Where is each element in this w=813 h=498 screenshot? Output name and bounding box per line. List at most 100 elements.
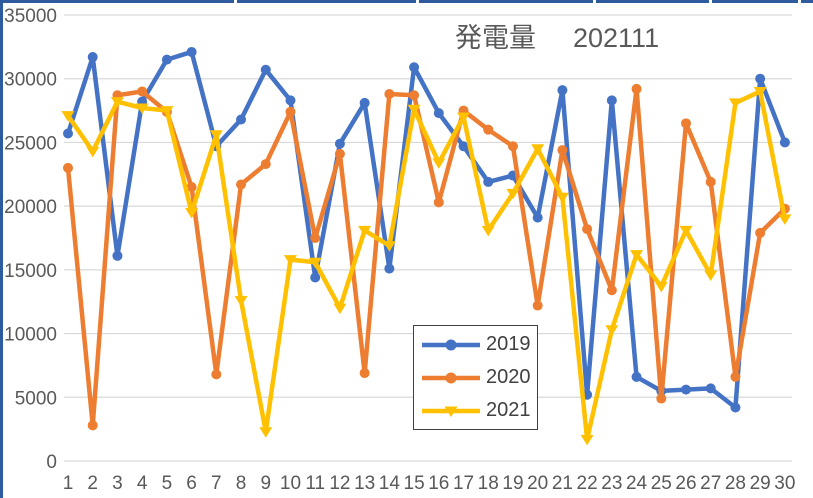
data-point-2021[interactable] xyxy=(259,427,273,438)
data-point-2021[interactable] xyxy=(61,111,75,122)
data-point-2020[interactable] xyxy=(260,159,271,170)
data-point-2020[interactable] xyxy=(186,182,197,193)
data-point-2020[interactable] xyxy=(755,227,766,238)
data-point-2019[interactable] xyxy=(755,73,766,84)
data-point-2020[interactable] xyxy=(631,83,642,94)
data-point-2019[interactable] xyxy=(285,95,296,106)
data-point-2019[interactable] xyxy=(186,46,197,57)
data-point-2021[interactable] xyxy=(630,250,644,261)
data-point-2019[interactable] xyxy=(532,212,543,223)
x-axis-label: 14 xyxy=(379,473,401,494)
data-point-2019[interactable] xyxy=(359,97,370,108)
data-point-2020[interactable] xyxy=(730,371,741,382)
legend-item-2020[interactable]: 2020 xyxy=(420,365,537,391)
x-axis-label: 13 xyxy=(354,473,375,494)
data-point-2020[interactable] xyxy=(236,179,247,190)
series-line-2020[interactable] xyxy=(65,86,788,428)
data-point-2020[interactable] xyxy=(137,86,148,97)
data-point-2019[interactable] xyxy=(334,138,345,149)
x-axis-label: 18 xyxy=(478,473,499,494)
data-point-2020[interactable] xyxy=(681,118,691,129)
x-axis-label: 3 xyxy=(112,473,123,494)
cell-border-notch xyxy=(234,0,237,3)
data-point-2021[interactable] xyxy=(160,106,174,117)
data-point-2020[interactable] xyxy=(557,145,568,156)
data-point-2021[interactable] xyxy=(382,241,396,252)
data-point-2020[interactable] xyxy=(211,369,222,380)
data-point-2021[interactable] xyxy=(654,281,668,293)
data-point-2021[interactable] xyxy=(605,325,619,336)
data-point-2019[interactable] xyxy=(606,95,617,106)
data-point-2020[interactable] xyxy=(63,162,73,173)
data-point-2021[interactable] xyxy=(506,188,520,200)
x-axis-label: 24 xyxy=(626,473,648,494)
data-point-2021[interactable] xyxy=(308,257,322,269)
data-point-2021[interactable] xyxy=(185,208,199,219)
data-point-2020[interactable] xyxy=(483,124,494,135)
data-point-2021[interactable] xyxy=(209,130,223,141)
x-axis-label: 15 xyxy=(404,473,425,494)
data-point-2019[interactable] xyxy=(681,384,691,395)
data-point-2020[interactable] xyxy=(433,197,444,208)
x-axis-label: 5 xyxy=(162,473,173,494)
data-point-2021[interactable] xyxy=(135,103,149,115)
data-point-2021[interactable] xyxy=(728,98,742,109)
data-point-2021[interactable] xyxy=(753,86,767,98)
data-point-2020[interactable] xyxy=(359,368,370,379)
data-point-2021[interactable] xyxy=(358,225,372,237)
data-point-2019[interactable] xyxy=(409,62,420,73)
data-point-2021[interactable] xyxy=(580,434,594,446)
data-point-2020[interactable] xyxy=(606,285,617,296)
data-point-2020[interactable] xyxy=(582,224,593,235)
data-point-2019[interactable] xyxy=(310,272,321,283)
data-point-2019[interactable] xyxy=(631,371,642,382)
data-point-2021[interactable] xyxy=(457,112,471,123)
data-point-2019[interactable] xyxy=(260,64,271,75)
data-point-2020[interactable] xyxy=(310,233,321,243)
data-point-2019[interactable] xyxy=(236,114,247,125)
data-point-2019[interactable] xyxy=(730,402,741,413)
data-point-2019[interactable] xyxy=(557,85,568,96)
data-point-2021[interactable] xyxy=(407,104,421,116)
data-point-2019[interactable] xyxy=(112,250,123,261)
data-point-2019[interactable] xyxy=(458,141,469,152)
data-point-2020[interactable] xyxy=(532,300,543,311)
data-point-2019[interactable] xyxy=(63,128,73,139)
data-point-2019[interactable] xyxy=(483,176,494,187)
chart-title[interactable]: 発電量 202111 xyxy=(455,22,659,54)
legend-box[interactable]: 2019 2020 2021 xyxy=(413,325,538,430)
data-point-2021[interactable] xyxy=(86,146,100,158)
data-point-2021[interactable] xyxy=(283,255,297,266)
data-point-2020[interactable] xyxy=(334,148,345,159)
legend-item-2019[interactable]: 2019 xyxy=(420,332,537,358)
data-point-2021[interactable] xyxy=(481,225,495,237)
x-axis-label: 20 xyxy=(527,473,548,494)
data-point-2019[interactable] xyxy=(705,383,716,394)
data-point-2021[interactable] xyxy=(432,158,446,169)
legend-item-2021[interactable]: 2021 xyxy=(420,398,537,424)
data-point-2019[interactable] xyxy=(433,108,444,119)
x-axis-label: 28 xyxy=(725,473,746,494)
data-point-2021[interactable] xyxy=(778,214,792,225)
data-point-2020[interactable] xyxy=(705,176,716,187)
data-point-2021[interactable] xyxy=(679,225,693,237)
data-point-2020[interactable] xyxy=(384,89,395,100)
data-point-2021[interactable] xyxy=(555,192,569,204)
data-point-2020[interactable] xyxy=(87,420,98,431)
data-point-2021[interactable] xyxy=(110,97,124,108)
data-point-2020[interactable] xyxy=(656,393,667,404)
data-point-2019[interactable] xyxy=(87,52,98,63)
data-point-2020[interactable] xyxy=(285,106,296,117)
data-point-2019[interactable] xyxy=(384,263,395,274)
data-point-2019[interactable] xyxy=(779,137,790,148)
data-point-2020[interactable] xyxy=(409,90,420,101)
data-point-2021[interactable] xyxy=(333,303,347,315)
series-line-2021[interactable] xyxy=(65,89,788,442)
data-point-2020[interactable] xyxy=(507,141,518,152)
data-point-2021[interactable] xyxy=(234,295,248,307)
data-point-2019[interactable] xyxy=(161,54,172,65)
data-point-2021[interactable] xyxy=(531,144,545,155)
data-point-2021[interactable] xyxy=(704,270,718,281)
